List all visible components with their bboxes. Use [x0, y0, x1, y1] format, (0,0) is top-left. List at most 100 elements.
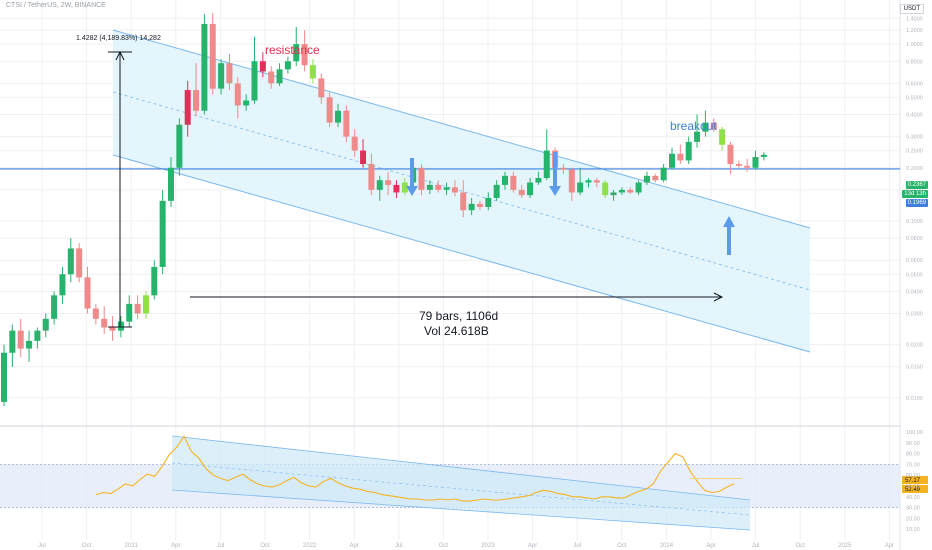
candle-body — [401, 182, 408, 193]
candle-body — [702, 122, 709, 132]
candle-body — [593, 180, 600, 183]
candle-body — [176, 124, 183, 168]
candle-body — [685, 141, 692, 161]
time-axis-label: Jul — [38, 543, 46, 549]
candle-body — [218, 63, 225, 89]
rsi-axis-label: 30.00 — [906, 506, 920, 512]
candle-body — [117, 321, 124, 331]
time-axis-label: Oct — [439, 543, 449, 549]
time-axis-label: Jul — [573, 543, 581, 549]
up-arrow-head — [723, 216, 735, 227]
rsi-axis-label: 60.00 — [906, 473, 920, 479]
candle-body — [652, 175, 659, 181]
down-arrow-shaft — [553, 152, 557, 188]
candle-body — [385, 180, 392, 185]
candle-body — [168, 167, 174, 201]
candle-body — [42, 318, 49, 331]
rsi-axis-label: 10.00 — [906, 527, 920, 533]
candle-body — [710, 122, 717, 130]
candle-body — [1, 352, 7, 402]
candle-body — [351, 136, 358, 151]
candle-body — [602, 182, 609, 196]
rsi-axis-label: 50.00 — [906, 484, 920, 490]
candle-body — [502, 175, 508, 185]
candle-body — [67, 248, 74, 275]
measure-label: 1.4282 (4,189.83%) 14,282 — [76, 35, 161, 42]
down-arrow-head — [406, 186, 418, 196]
candle-body — [76, 248, 83, 278]
price-axis-label: 0.0150 — [906, 365, 923, 371]
candle-body — [719, 129, 726, 145]
rsi-pane: 57.17 52.49 — [0, 435, 928, 531]
rsi-axis-label: 70.00 — [906, 462, 920, 468]
rsi-value-tag: 57.17 — [905, 478, 921, 484]
candle-body — [760, 154, 767, 158]
time-axis-label: Oct — [617, 543, 627, 549]
rsi-channel-lower — [171, 489, 751, 531]
candle-body — [51, 295, 58, 319]
rsi-axis-label: 90.00 — [906, 441, 920, 447]
candle-body — [660, 167, 667, 181]
time-axis-label: 2021 — [125, 543, 139, 549]
rsi-line — [95, 435, 735, 502]
candle-body — [735, 164, 742, 166]
candle-body — [251, 61, 258, 101]
candle-body — [535, 178, 542, 183]
candle-body — [193, 90, 200, 111]
resistance-label: resistance — [265, 43, 320, 57]
candle-body — [627, 189, 634, 193]
candle-body — [293, 44, 300, 62]
candle-body — [201, 23, 208, 111]
rsi-channel-fill — [172, 436, 750, 530]
price-axis-label: 0.6000 — [906, 81, 923, 87]
price-axis-label: 0.2000 — [906, 166, 923, 172]
time-axis-label: Jul — [752, 543, 760, 549]
price-axis-label: 0.8000 — [906, 59, 923, 65]
candles — [1, 12, 767, 406]
drawings — [108, 50, 735, 328]
candle-body — [635, 182, 642, 193]
volume-label: Vol 24.618B — [424, 324, 489, 338]
time-axis-label: Apr — [706, 543, 715, 549]
currency-label[interactable]: USDT — [899, 4, 924, 14]
candle-body — [109, 327, 116, 331]
measure-arrowhead — [115, 50, 125, 61]
rsi-value-tag-bg — [902, 485, 928, 493]
candle-body — [184, 90, 191, 125]
axes: 1.4000 1.2000 1.0000 0.8000 0.6000 0.5000 0.40… — [38, 16, 923, 549]
breakout-label: breakout — [670, 119, 717, 133]
candle-body — [126, 303, 133, 322]
candle-body — [435, 184, 442, 190]
candle-body — [418, 167, 425, 190]
rsi-channel-median — [171, 462, 751, 516]
price-axis-label: 0.0200 — [906, 343, 923, 349]
candle-body — [17, 330, 24, 349]
time-axis-label: 2024 — [660, 543, 674, 549]
time-axis-label: Jul — [395, 543, 403, 549]
candle-body — [159, 200, 166, 267]
candle-body — [727, 144, 734, 165]
price-axis-label: 0.0400 — [906, 289, 923, 295]
candle-body — [568, 169, 575, 193]
candle-body — [585, 180, 592, 183]
candle-body — [360, 150, 367, 165]
price-axis-label: 1.0000 — [906, 42, 923, 48]
candle-body — [618, 189, 625, 193]
candle-body — [393, 184, 400, 193]
candle-body — [368, 164, 375, 190]
candle-body — [443, 187, 450, 190]
time-axis-label: Apr — [528, 543, 537, 549]
price-axis-label: 0.0100 — [906, 396, 923, 402]
candle-body — [268, 71, 275, 84]
candle-body — [276, 69, 283, 84]
candle-body — [326, 97, 333, 123]
candle-body — [301, 44, 308, 66]
price-axis-label: 0.0800 — [906, 236, 923, 242]
candle-body — [101, 318, 108, 328]
price-axis-label: 0.4000 — [906, 113, 923, 119]
price-axis-label: 0.0500 — [906, 272, 923, 278]
candle-body — [84, 277, 91, 309]
time-axis-label: Apr — [885, 543, 894, 549]
down-arrow-head — [549, 186, 561, 196]
